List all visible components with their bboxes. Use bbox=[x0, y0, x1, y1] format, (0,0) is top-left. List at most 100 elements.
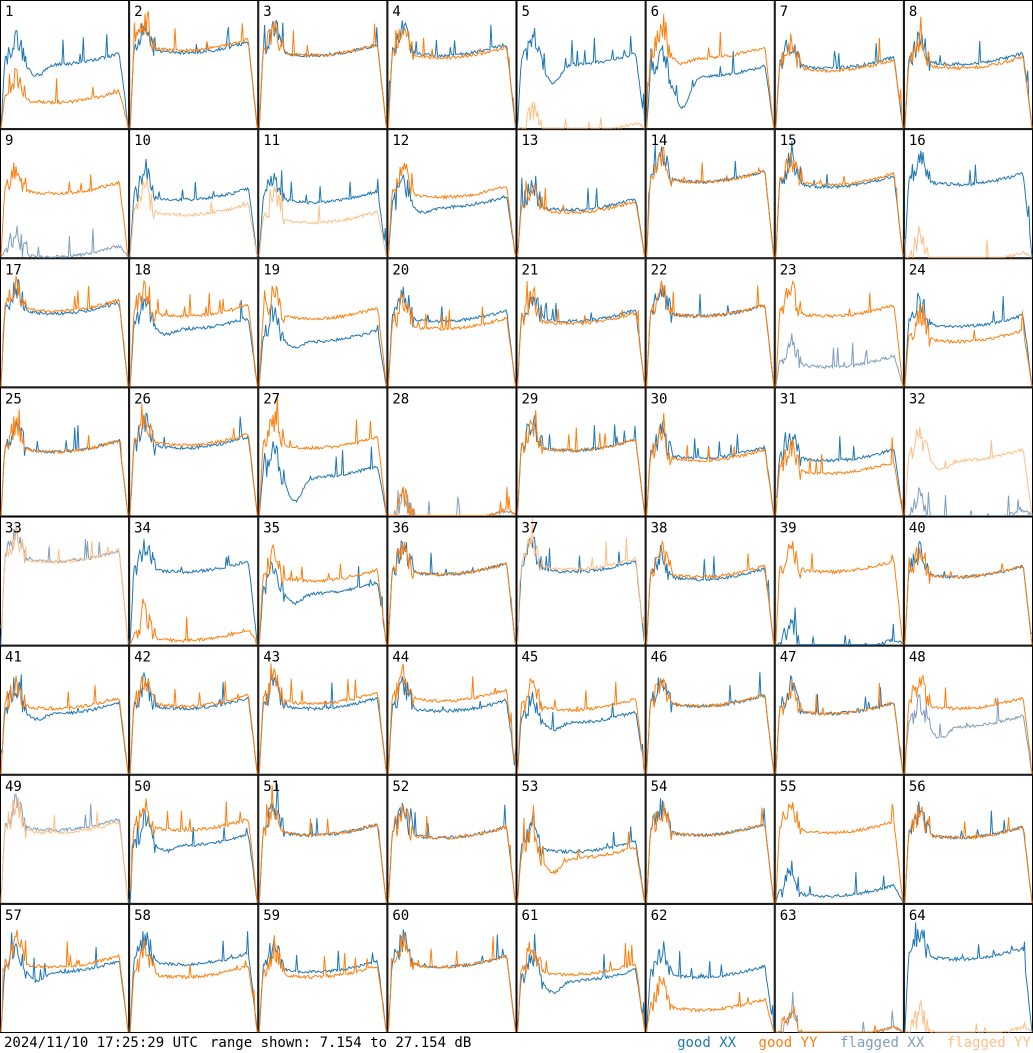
panel-frame bbox=[0, 774, 130, 904]
panel-34: 34 bbox=[129, 516, 259, 646]
panel-54: 54 bbox=[645, 774, 775, 904]
panel-label: 1 bbox=[5, 4, 13, 20]
panel-label: 36 bbox=[392, 521, 409, 537]
panel-36: 36 bbox=[387, 516, 517, 646]
series-xx-line bbox=[904, 292, 1033, 387]
panel-frame bbox=[516, 645, 646, 775]
panel-frame bbox=[387, 774, 517, 904]
panel-label: 38 bbox=[651, 521, 668, 537]
panel-64: 64 bbox=[903, 903, 1033, 1033]
series-xx-line bbox=[0, 29, 129, 129]
series-yy-line bbox=[904, 226, 1033, 259]
panel-frame bbox=[0, 258, 130, 388]
panel-60: 60 bbox=[387, 903, 517, 1033]
series-xx-line bbox=[775, 432, 904, 516]
series-yy-line bbox=[0, 409, 129, 516]
panel-label: 34 bbox=[134, 521, 151, 537]
series-yy-line bbox=[258, 663, 387, 774]
panel-22: 22 bbox=[645, 258, 775, 388]
series-yy-line bbox=[517, 409, 646, 516]
panel-label: 3 bbox=[263, 4, 271, 20]
series-xx-line bbox=[129, 412, 258, 515]
panel-label: 32 bbox=[909, 391, 926, 407]
series-xx-line bbox=[517, 175, 646, 258]
series-yy-line bbox=[387, 932, 516, 1033]
panel-label: 11 bbox=[263, 133, 280, 149]
panel-27: 27 bbox=[258, 387, 388, 517]
series-yy-line bbox=[129, 178, 258, 257]
panel-44: 44 bbox=[387, 645, 517, 775]
panel-label: 12 bbox=[392, 133, 409, 149]
series-yy-line bbox=[517, 518, 646, 645]
series-xx-line bbox=[904, 486, 1032, 518]
panel-label: 23 bbox=[780, 262, 797, 278]
panel-frame bbox=[0, 0, 130, 130]
series-xx-line bbox=[129, 158, 258, 258]
series-xx-line bbox=[646, 941, 775, 1033]
panel-label: 29 bbox=[522, 391, 539, 407]
panel-label: 13 bbox=[522, 133, 539, 149]
panel-41: 41 bbox=[0, 645, 130, 775]
panel-label: 43 bbox=[263, 650, 280, 666]
panel-frame bbox=[516, 387, 646, 517]
series-yy-line bbox=[517, 180, 646, 258]
series-yy-line bbox=[0, 162, 129, 258]
series-yy-line bbox=[646, 677, 775, 774]
panel-frame bbox=[645, 387, 775, 517]
panel-label: 61 bbox=[522, 908, 539, 924]
panel-frame bbox=[516, 0, 646, 130]
panel-30: 30 bbox=[645, 387, 775, 517]
series-yy-line bbox=[0, 929, 129, 1033]
series-yy-line bbox=[258, 935, 387, 1033]
panel-label: 63 bbox=[780, 908, 797, 924]
panel-label: 33 bbox=[5, 521, 22, 537]
panel-label: 39 bbox=[780, 521, 797, 537]
panel-16: 16 bbox=[903, 129, 1033, 259]
panel-label: 59 bbox=[263, 908, 280, 924]
series-xx-line bbox=[129, 671, 258, 774]
series-yy-line bbox=[388, 486, 516, 517]
panel-10: 10 bbox=[129, 129, 259, 259]
panel-25: 25 bbox=[0, 387, 130, 517]
series-yy-line bbox=[258, 186, 387, 258]
series-xx-line bbox=[129, 808, 258, 903]
panel-63: 63 bbox=[774, 903, 904, 1033]
series-xx-line bbox=[387, 286, 516, 385]
panel-frame bbox=[258, 0, 388, 130]
panel-label: 28 bbox=[392, 391, 409, 407]
series-yy-line bbox=[0, 275, 129, 387]
panel-frame bbox=[774, 129, 904, 259]
series-yy-line bbox=[904, 1000, 1033, 1033]
panel-label: 55 bbox=[780, 779, 797, 795]
series-xx-line bbox=[904, 922, 1033, 1032]
panel-frame bbox=[387, 387, 517, 517]
series-yy-line bbox=[258, 543, 387, 645]
panel-frame bbox=[129, 129, 259, 259]
panel-frame bbox=[0, 516, 130, 646]
panel-label: 46 bbox=[651, 650, 668, 666]
panel-frame bbox=[258, 645, 388, 775]
panel-label: 54 bbox=[651, 779, 668, 795]
series-xx-line bbox=[646, 421, 775, 516]
footer: 2024/11/10 17:25:29 UTC range shown: 7.1… bbox=[0, 1033, 1033, 1053]
panel-frame bbox=[903, 258, 1033, 388]
panel-31: 31 bbox=[774, 387, 904, 517]
panel-frame bbox=[645, 774, 775, 904]
panel-frame bbox=[774, 645, 904, 775]
panel-50: 50 bbox=[129, 774, 259, 904]
panel-label: 14 bbox=[651, 133, 668, 149]
panel-label: 31 bbox=[780, 391, 797, 407]
panel-frame bbox=[903, 387, 1033, 517]
panel-label: 18 bbox=[134, 262, 151, 278]
legend-good-xx: good XX bbox=[677, 1035, 737, 1051]
series-yy-line bbox=[129, 938, 258, 1033]
panel-57: 57 bbox=[0, 903, 130, 1033]
panel-label: 51 bbox=[263, 779, 280, 795]
panel-2: 2 bbox=[129, 0, 259, 130]
panel-label: 47 bbox=[780, 650, 797, 666]
panel-label: 17 bbox=[5, 262, 22, 278]
panel-label: 5 bbox=[522, 4, 530, 20]
panel-11: 11 bbox=[258, 129, 388, 259]
series-yy-line bbox=[129, 798, 258, 902]
series-yy-line bbox=[387, 804, 516, 903]
